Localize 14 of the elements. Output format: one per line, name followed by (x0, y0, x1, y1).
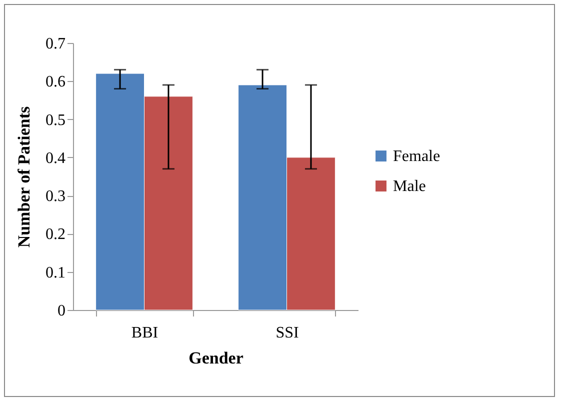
x-tick-label: BBI (131, 324, 158, 342)
y-tick-label: 0.5 (46, 112, 66, 129)
y-tick-label: 0.6 (46, 74, 66, 91)
y-tick-label: 0.7 (46, 36, 66, 52)
x-tick-label: SSI (276, 324, 299, 342)
y-tick-label: 0.2 (46, 226, 66, 244)
y-tick-label: 0.4 (46, 150, 66, 167)
legend-label: Female (393, 148, 440, 165)
y-tick-label: 0.3 (46, 188, 66, 206)
y-tick-label: 0.1 (46, 264, 66, 282)
legend-label: Male (393, 178, 426, 195)
y-tick-label: 0 (58, 302, 66, 320)
x-axis-title: Gender (188, 348, 244, 368)
y-axis-title: Number of Patients (14, 106, 34, 248)
